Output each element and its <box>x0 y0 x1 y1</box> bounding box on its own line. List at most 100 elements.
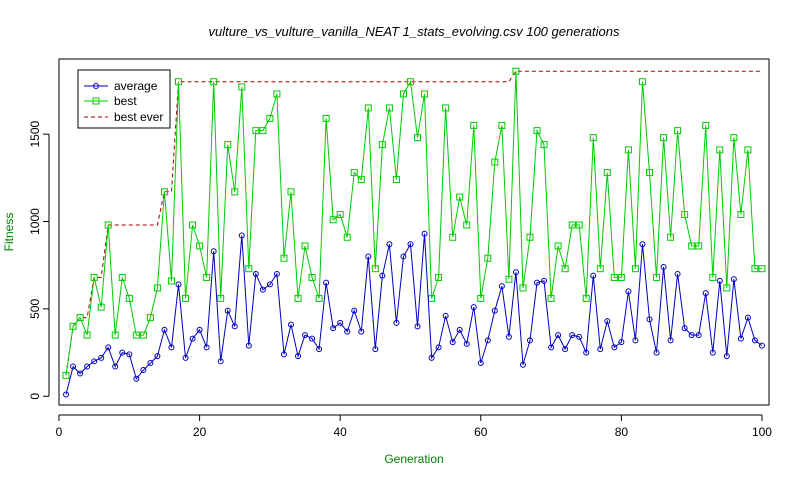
point-average <box>189 335 196 342</box>
point-best <box>484 254 492 262</box>
point-best <box>449 233 457 241</box>
point-average <box>210 248 217 255</box>
point-best <box>540 141 548 149</box>
point-best <box>568 221 576 229</box>
legend-marker-best <box>92 97 100 105</box>
legend: average best best ever <box>77 69 171 129</box>
point-average <box>709 349 716 356</box>
point-best <box>596 265 604 273</box>
point-average <box>161 326 168 333</box>
point-average <box>365 253 372 260</box>
point-average <box>70 363 77 370</box>
point-average <box>435 344 442 351</box>
point-average <box>196 326 203 333</box>
point-best <box>385 104 393 112</box>
point-best <box>160 188 168 196</box>
point-average <box>695 332 702 339</box>
point-best <box>371 265 379 273</box>
point-average <box>723 353 730 360</box>
point-average <box>590 272 597 279</box>
point-average <box>597 346 604 353</box>
point-best <box>751 265 759 273</box>
point-average <box>98 354 105 361</box>
point-average <box>105 344 112 351</box>
point-average <box>660 263 667 270</box>
point-best <box>716 146 724 154</box>
point-average <box>323 279 330 286</box>
point-best <box>406 78 414 86</box>
point-average <box>646 316 653 323</box>
point-average <box>259 286 266 293</box>
point-average <box>182 354 189 361</box>
plot-frame <box>58 58 770 406</box>
point-average <box>351 307 358 314</box>
point-best <box>709 273 717 281</box>
point-average <box>449 339 456 346</box>
point-average <box>639 241 646 248</box>
point-average <box>309 335 316 342</box>
point-best <box>512 67 520 75</box>
point-best <box>702 121 710 129</box>
point-best <box>491 158 499 166</box>
point-best <box>463 221 471 229</box>
point-average <box>491 307 498 314</box>
legend-marker-average <box>93 83 99 89</box>
point-best <box>182 294 190 302</box>
point-best <box>308 273 316 281</box>
y-tick-label: 1000 <box>28 208 42 235</box>
point-average <box>231 323 238 330</box>
point-average <box>330 325 337 332</box>
point-average <box>224 307 231 314</box>
point-best <box>603 169 611 177</box>
point-average <box>414 323 421 330</box>
point-average <box>203 344 210 351</box>
point-best <box>245 265 253 273</box>
point-average <box>569 332 576 339</box>
x-tick-label: 100 <box>752 425 772 439</box>
point-average <box>632 337 639 344</box>
point-best <box>744 146 752 154</box>
point-average <box>217 358 224 365</box>
point-average <box>463 340 470 347</box>
point-best <box>519 284 527 292</box>
point-average <box>119 349 126 356</box>
point-best <box>624 146 632 154</box>
x-axis-label: Generation <box>384 452 443 466</box>
point-best <box>83 331 91 339</box>
point-best <box>287 188 295 196</box>
point-average <box>737 335 744 342</box>
point-average <box>175 281 182 288</box>
point-average <box>442 312 449 319</box>
point-average <box>126 351 133 358</box>
point-best <box>350 169 358 177</box>
x-tick-label: 60 <box>474 425 488 439</box>
point-average <box>372 346 379 353</box>
point-best <box>399 90 407 98</box>
point-average <box>63 391 70 398</box>
point-average <box>604 318 611 325</box>
point-best <box>104 221 112 229</box>
point-best <box>167 277 175 285</box>
point-average <box>744 314 751 321</box>
point-best <box>76 314 84 322</box>
point-best <box>470 121 478 129</box>
point-best <box>435 273 443 281</box>
point-best <box>238 83 246 91</box>
point-average <box>295 353 302 360</box>
point-average <box>84 363 91 370</box>
point-average <box>154 353 161 360</box>
point-best <box>575 221 583 229</box>
point-best <box>203 273 211 281</box>
point-best <box>378 141 386 149</box>
point-best <box>210 78 218 86</box>
point-best <box>175 78 183 86</box>
point-average <box>512 269 519 276</box>
point-best <box>730 134 738 142</box>
point-best <box>357 176 365 184</box>
point-average <box>541 277 548 284</box>
point-average <box>730 276 737 283</box>
point-average <box>576 333 583 340</box>
point-average <box>751 337 758 344</box>
